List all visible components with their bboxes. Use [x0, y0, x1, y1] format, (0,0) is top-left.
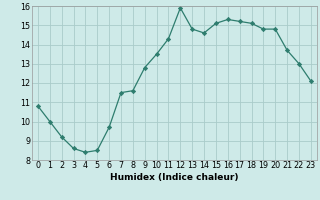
X-axis label: Humidex (Indice chaleur): Humidex (Indice chaleur)	[110, 173, 239, 182]
